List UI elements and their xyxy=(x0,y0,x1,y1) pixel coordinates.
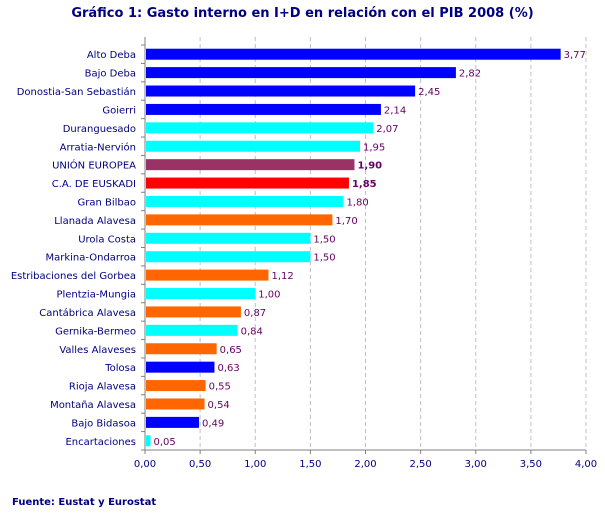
category-label: Donostia-San Sebastián xyxy=(17,86,136,98)
bar xyxy=(146,67,456,79)
x-tick-label: 3,00 xyxy=(465,459,487,470)
value-label: 0,63 xyxy=(217,363,239,374)
bar xyxy=(146,435,151,447)
bar xyxy=(146,361,215,373)
value-label: 2,45 xyxy=(418,87,440,98)
x-tick-label: 2,00 xyxy=(354,459,376,470)
bar xyxy=(146,398,205,410)
value-label: 1,70 xyxy=(335,216,357,227)
bar xyxy=(146,214,333,226)
bar xyxy=(146,85,416,97)
value-label: 2,14 xyxy=(384,105,406,116)
source-note: Fuente: Eustat y Eurostat xyxy=(12,497,157,508)
category-label: Markina-Ondarroa xyxy=(45,253,136,264)
value-label: 0,84 xyxy=(241,326,263,337)
bar xyxy=(146,122,374,134)
bar xyxy=(146,380,206,392)
x-tick-label: 0,50 xyxy=(189,459,211,470)
category-label: UNIÓN EUROPEA xyxy=(52,159,136,172)
category-label: Urola Costa xyxy=(78,234,136,245)
bar xyxy=(146,306,241,318)
category-label: Arratia-Nervión xyxy=(60,141,136,153)
bar xyxy=(146,288,256,300)
bar xyxy=(146,324,238,336)
value-label: 0,65 xyxy=(220,345,242,356)
category-label: Tolosa xyxy=(104,363,136,374)
bar xyxy=(146,140,360,152)
value-label: 0,54 xyxy=(208,400,230,411)
x-tick-label: 1,50 xyxy=(299,459,321,470)
value-label: 2,82 xyxy=(459,69,481,80)
category-label: C.A. DE EUSKADI xyxy=(52,179,136,190)
category-label: Gran Bilbao xyxy=(77,197,136,208)
bar xyxy=(146,416,200,428)
value-label: 1,12 xyxy=(271,271,293,282)
category-label: Cantábrica Alavesa xyxy=(39,307,136,319)
x-tick-label: 1,00 xyxy=(244,459,266,470)
value-label: 2,07 xyxy=(376,124,398,135)
value-label: 0,55 xyxy=(209,382,231,393)
value-label: 0,05 xyxy=(154,437,176,448)
bar xyxy=(146,195,344,207)
x-tick-label: 2,50 xyxy=(409,459,431,470)
value-label: 1,80 xyxy=(346,197,368,208)
value-label: 1,85 xyxy=(352,179,377,190)
category-label: Plentzia-Mungia xyxy=(56,290,136,301)
value-label: 1,50 xyxy=(313,253,335,264)
category-label: Duranguesado xyxy=(63,124,136,135)
category-label: Llanada Alavesa xyxy=(54,216,136,227)
category-label: Bajo Bidasoa xyxy=(71,418,136,429)
bar xyxy=(146,269,269,281)
value-label: 0,49 xyxy=(202,418,224,429)
x-tick-label: 0,00 xyxy=(134,459,156,470)
bar xyxy=(146,103,381,115)
category-label: Alto Deba xyxy=(87,50,136,61)
bar xyxy=(146,343,217,355)
value-label: 0,87 xyxy=(244,308,266,319)
bar xyxy=(146,251,311,263)
value-label: 1,90 xyxy=(357,161,382,172)
value-label: 1,00 xyxy=(258,290,280,301)
category-label: Goierri xyxy=(102,105,136,116)
category-label: Montaña Alavesa xyxy=(50,400,136,411)
bar xyxy=(146,232,311,244)
category-label: Bajo Deba xyxy=(85,69,136,80)
category-label: Valles Alaveses xyxy=(59,345,136,356)
bar xyxy=(146,159,355,171)
x-tick-label: 3,50 xyxy=(520,459,542,470)
value-label: 1,95 xyxy=(363,142,385,153)
chart-title: Gráfico 1: Gasto interno en I+D en relac… xyxy=(71,6,534,21)
category-label: Estribaciones del Gorbea xyxy=(11,271,136,282)
value-label: 1,50 xyxy=(313,234,335,245)
category-label: Encartaciones xyxy=(65,437,136,448)
value-label: 3,77 xyxy=(564,50,586,61)
category-label: Rioja Alavesa xyxy=(69,382,136,393)
bar xyxy=(146,177,349,189)
x-tick-label: 4,00 xyxy=(575,459,597,470)
category-label: Gernika-Bermeo xyxy=(55,326,136,337)
bar xyxy=(146,48,561,60)
